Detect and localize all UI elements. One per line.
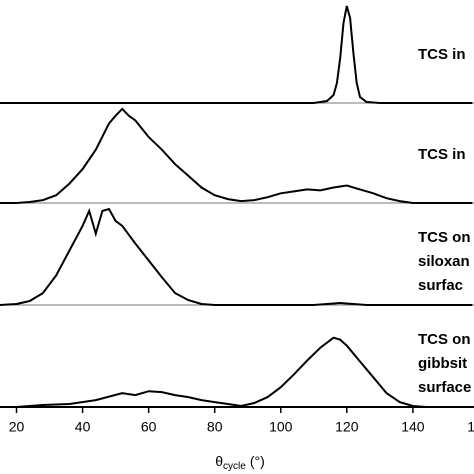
panel-label: siloxan	[418, 253, 470, 270]
panel-label: surfac	[418, 277, 463, 294]
panel-label: TCS in	[418, 46, 466, 63]
panel-label: TCS on	[418, 229, 471, 246]
panel-label: TCS on	[418, 331, 471, 348]
panel-label: TCS in	[418, 146, 466, 163]
line-series	[0, 5, 473, 104]
line-series	[0, 336, 473, 408]
x-tick-label: 120	[335, 419, 359, 435]
x-label-main: θ	[215, 453, 223, 469]
x-tick-label: 20	[9, 419, 25, 435]
x-tick-label: 160	[467, 419, 474, 435]
x-tick-label: 60	[141, 419, 157, 435]
x-tick-label: 140	[401, 419, 425, 435]
x-label-unit: (°)	[250, 453, 265, 469]
x-label-sub: cycle	[223, 461, 246, 472]
panel-label: gibbsit	[418, 355, 467, 372]
line-series	[0, 107, 473, 204]
x-axis-label: θcycle (°)	[215, 453, 265, 472]
panel-label: surface	[418, 379, 471, 396]
x-tick-label: 40	[75, 419, 91, 435]
line-series	[0, 207, 473, 306]
x-tick-label: 100	[269, 419, 293, 435]
x-tick-label: 80	[207, 419, 223, 435]
